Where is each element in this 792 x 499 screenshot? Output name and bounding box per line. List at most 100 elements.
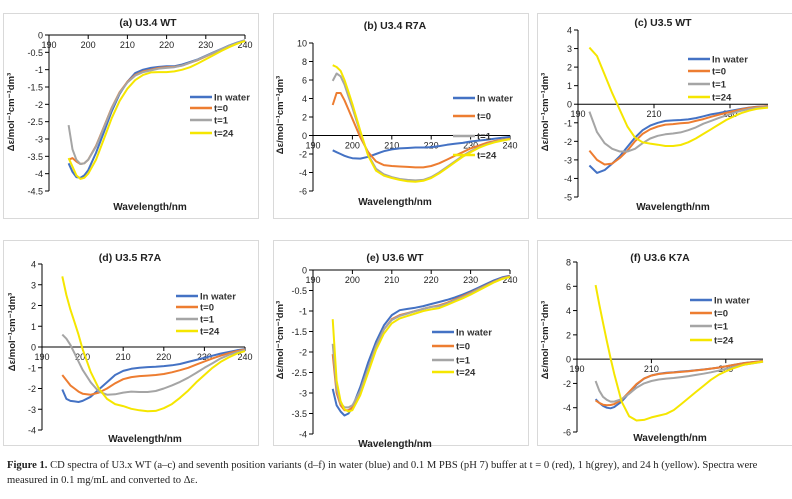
series-line-t-1 xyxy=(588,105,769,153)
y-axis-label: Δε/mol⁻¹cm⁻¹dm³ xyxy=(540,73,551,151)
panel-border xyxy=(537,240,792,446)
y-tick-label: 8 xyxy=(566,258,571,268)
series-line-t-1 xyxy=(331,275,511,409)
panel-border xyxy=(3,240,259,446)
y-tick-label: -1 xyxy=(28,363,36,373)
x-axis-label: Wavelength/nm xyxy=(358,439,432,450)
x-tick-label: 210 xyxy=(384,141,399,151)
legend-label: t=1 xyxy=(712,80,727,91)
legend-label: In water xyxy=(200,292,236,303)
y-axis-label: Δε/mol⁻¹cm⁻¹dm³ xyxy=(275,301,286,379)
series-line-t-24 xyxy=(61,276,246,413)
legend-label: t=24 xyxy=(714,336,734,347)
y-tick-label: 4 xyxy=(567,26,572,36)
legend-label: t=0 xyxy=(714,309,728,320)
y-tick-label: 10 xyxy=(297,39,307,49)
y-tick-label: -2.5 xyxy=(291,368,307,378)
x-tick-label: 200 xyxy=(75,352,90,362)
legend-label: t=1 xyxy=(714,322,729,333)
y-tick-label: 4 xyxy=(566,306,571,316)
y-tick-label: -2.5 xyxy=(27,117,43,127)
legend-label: t=1 xyxy=(456,356,471,367)
y-tick-label: 8 xyxy=(302,57,307,67)
x-tick-label: 210 xyxy=(644,364,659,374)
x-tick-label: 190 xyxy=(34,352,49,362)
y-tick-label: -6 xyxy=(299,187,307,197)
legend-label: t=24 xyxy=(456,368,476,379)
chart-title: (d) U3.5 R7A xyxy=(99,252,162,264)
x-tick-label: 210 xyxy=(120,40,135,50)
y-tick-label: -3.5 xyxy=(27,152,43,162)
x-tick-label: 240 xyxy=(502,275,517,285)
x-axis-label: Wavelength/nm xyxy=(108,434,182,445)
x-tick-label: 210 xyxy=(646,109,661,119)
y-tick-label: 0 xyxy=(566,355,571,365)
panel-border xyxy=(273,240,529,446)
x-tick-label: 240 xyxy=(502,141,517,151)
x-tick-label: 230 xyxy=(463,275,478,285)
panel-border xyxy=(273,13,529,219)
y-tick-label: -2 xyxy=(299,150,307,160)
y-tick-label: -5 xyxy=(564,193,572,203)
series-line-t-0 xyxy=(61,348,246,396)
y-tick-label: 4 xyxy=(302,94,307,104)
y-tick-label: 0 xyxy=(302,266,307,276)
legend-label: t=24 xyxy=(477,151,497,162)
y-tick-label: -4 xyxy=(35,169,43,179)
legend-label: In water xyxy=(214,93,250,104)
chart-panel: 0 -0.5 -1 -1.5 -2 -2.5 -3 -3.5 -4 190 200 210 220 230… xyxy=(273,240,529,450)
y-tick-label: -1 xyxy=(35,65,43,75)
legend-label: In water xyxy=(477,94,513,105)
legend-label: t=1 xyxy=(477,132,492,143)
y-tick-label: 0 xyxy=(31,343,36,353)
series-line-t-0 xyxy=(588,105,769,166)
y-tick-label: -6 xyxy=(563,428,571,438)
x-tick-label: 190 xyxy=(570,109,585,119)
series-line-t-24 xyxy=(67,39,246,180)
y-tick-label: 2 xyxy=(31,301,36,311)
y-tick-label: -4 xyxy=(28,426,36,436)
y-axis-label: Δε/mol⁻¹cm⁻¹dm³ xyxy=(540,301,551,379)
y-tick-label: -1 xyxy=(564,118,572,128)
x-tick-label: 230 xyxy=(463,141,478,151)
series-line-t-1 xyxy=(61,333,246,396)
y-tick-label: -4 xyxy=(564,174,572,184)
y-tick-label: 3 xyxy=(31,280,36,290)
legend-label: t=1 xyxy=(214,116,229,127)
legend-label: t=0 xyxy=(200,303,214,314)
series-line-t-24 xyxy=(594,284,764,422)
y-tick-label: 2 xyxy=(567,63,572,73)
x-tick-label: 190 xyxy=(41,40,56,50)
x-axis-label: Wavelength/nm xyxy=(636,202,710,213)
y-tick-label: -1.5 xyxy=(27,83,43,93)
x-tick-label: 200 xyxy=(81,40,96,50)
y-tick-label: -1 xyxy=(299,307,307,317)
legend-label: t=0 xyxy=(214,104,228,115)
y-tick-label: -1.5 xyxy=(291,327,307,337)
legend-label: t=24 xyxy=(200,327,220,338)
x-tick-label: 240 xyxy=(237,352,252,362)
legend-label: t=1 xyxy=(200,315,215,326)
y-tick-label: 2 xyxy=(302,113,307,123)
chart-panel: 0 -0.5 -1 -1.5 -2 -2.5 -3 -3.5 -4 -4.5 190 200 210 22… xyxy=(3,13,259,219)
x-tick-label: 210 xyxy=(116,352,131,362)
y-tick-label: -2 xyxy=(28,384,36,394)
caption-label: Figure 1. xyxy=(7,460,48,471)
y-tick-label: -4 xyxy=(299,430,307,440)
y-tick-label: -3 xyxy=(299,389,307,399)
y-tick-label: 1 xyxy=(567,81,572,91)
y-axis-label: Δε/mol⁻¹cm⁻¹dm³ xyxy=(7,293,18,371)
y-tick-label: -3 xyxy=(28,405,36,415)
x-tick-label: 190 xyxy=(305,275,320,285)
series-line-in-water xyxy=(331,274,511,417)
series-line-in-water xyxy=(61,348,246,403)
chart-title: (c) U3.5 WT xyxy=(634,17,692,29)
series-line-t-24 xyxy=(588,46,769,147)
y-tick-label: -4.5 xyxy=(27,187,43,197)
y-tick-label: -2 xyxy=(299,348,307,358)
x-tick-label: 220 xyxy=(424,141,439,151)
panel-border xyxy=(3,13,259,219)
